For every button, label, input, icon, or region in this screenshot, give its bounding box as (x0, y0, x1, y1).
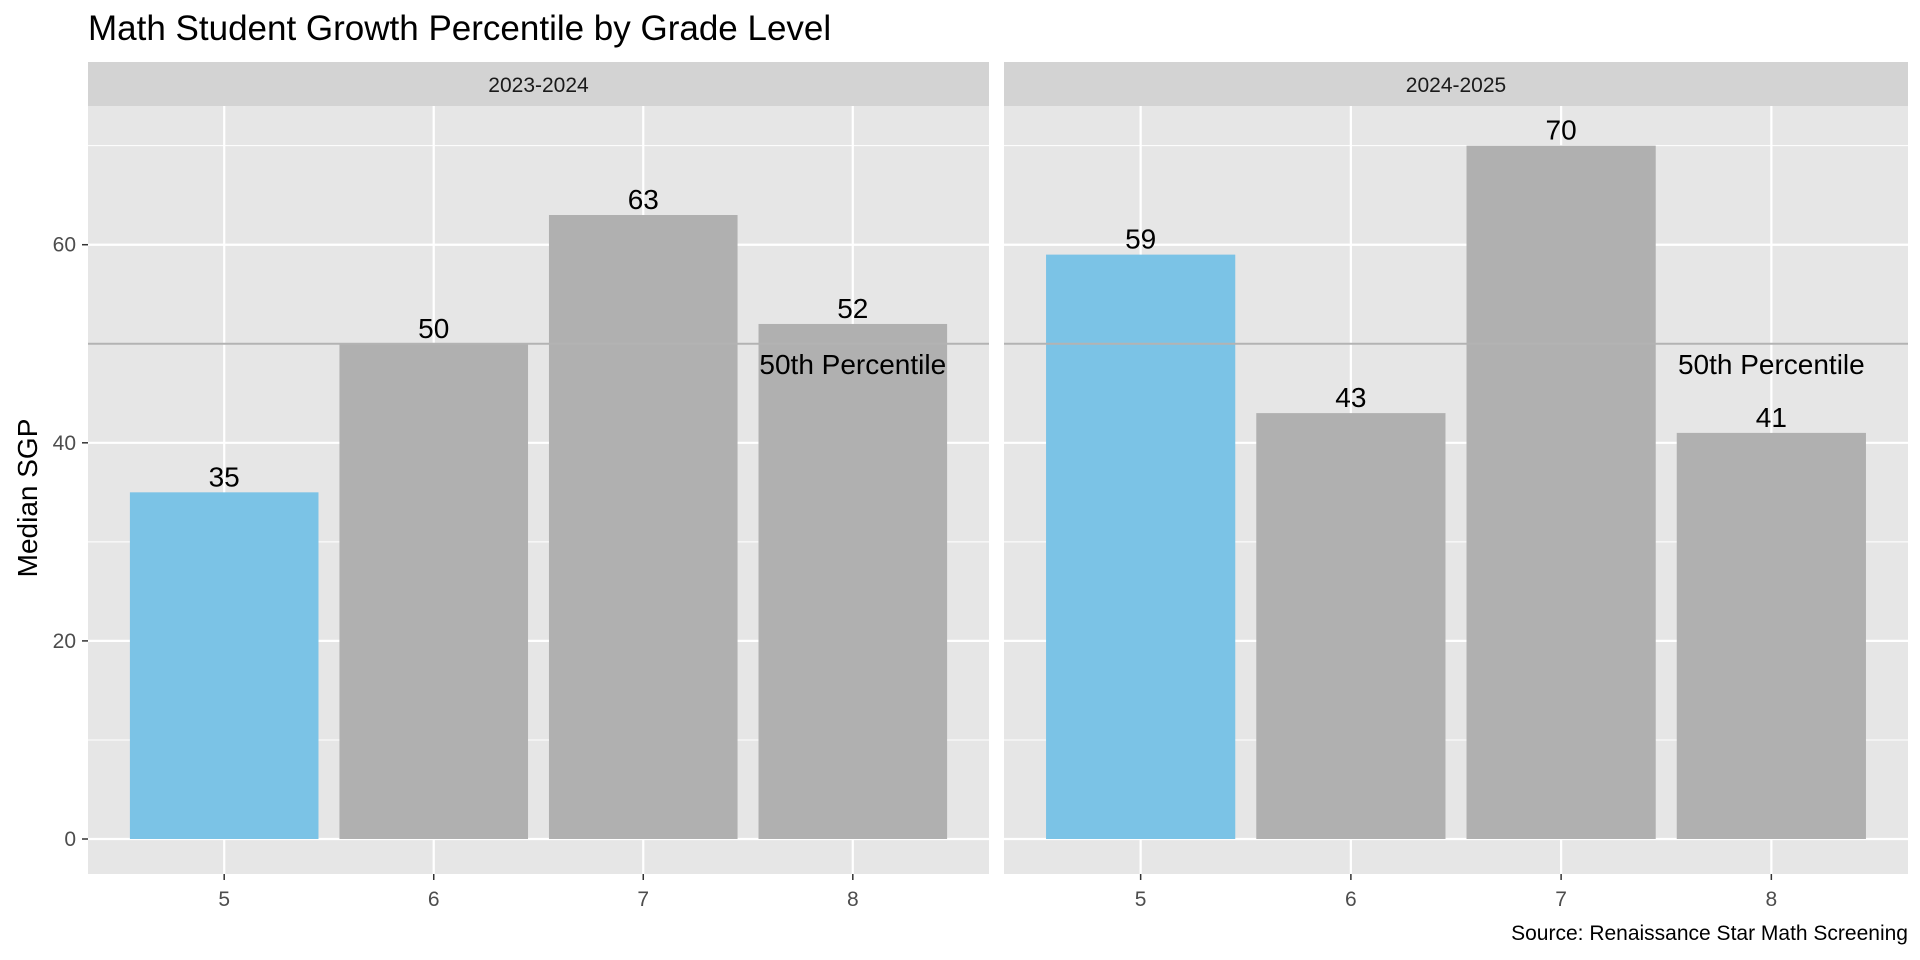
y-tick-label: 0 (64, 828, 76, 851)
chart-title: Math Student Growth Percentile by Grade … (88, 9, 831, 48)
bar (129, 492, 319, 839)
bar (339, 343, 529, 839)
x-tick-label: 6 (428, 888, 440, 911)
bar-value-label: 35 (209, 461, 240, 492)
facet-panel: 2024-2025 50th Percentile 59 43 70 41 5 6 7 8 (1004, 62, 1908, 911)
reference-line-label: 50th Percentile (1678, 349, 1865, 380)
facet-strip-label: 2024-2025 (1406, 74, 1506, 97)
bar (758, 323, 948, 839)
bar-value-label: 70 (1546, 115, 1577, 146)
chart-caption: Source: Renaissance Star Math Screening (1511, 922, 1908, 945)
bar-value-label: 41 (1756, 402, 1787, 433)
x-tick-label: 5 (218, 888, 230, 911)
bar-value-label: 50 (418, 313, 449, 344)
x-tick-label: 8 (1766, 888, 1778, 911)
facet-panel: 2023-2024 50th Percentile 35 50 63 52 5 6 7 8 (88, 62, 989, 911)
bar (1256, 413, 1446, 839)
x-tick-label: 7 (637, 888, 649, 911)
y-tick-label: 20 (53, 630, 76, 653)
bar-value-label: 52 (837, 293, 868, 324)
x-tick-label: 5 (1135, 888, 1147, 911)
y-tick-label: 40 (53, 432, 76, 455)
bar-value-label: 63 (628, 184, 659, 215)
bar (548, 215, 738, 839)
bar (1046, 254, 1236, 840)
facet-strip (1004, 62, 1908, 106)
facet-strip-label: 2023-2024 (488, 74, 589, 97)
facet-strip (88, 62, 989, 106)
bar (1676, 432, 1866, 839)
x-tick-label: 7 (1555, 888, 1567, 911)
y-axis: 0 20 40 60 (53, 234, 88, 851)
x-tick-label: 8 (847, 888, 859, 911)
y-tick-label: 60 (53, 234, 76, 257)
y-axis-title: Median SGP (12, 419, 43, 578)
bar-value-label: 43 (1335, 382, 1366, 413)
reference-line-label: 50th Percentile (759, 349, 946, 380)
bar (1466, 145, 1656, 839)
bar-value-label: 59 (1125, 224, 1156, 255)
x-tick-label: 6 (1345, 888, 1357, 911)
